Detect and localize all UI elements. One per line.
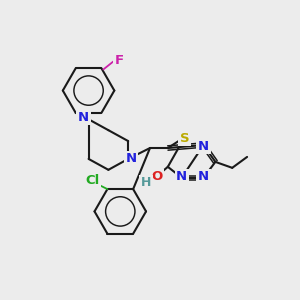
Text: F: F xyxy=(115,54,124,67)
Text: Cl: Cl xyxy=(85,174,100,187)
Text: H: H xyxy=(141,176,151,189)
Text: O: O xyxy=(151,170,163,183)
Text: N: N xyxy=(126,152,137,165)
Text: S: S xyxy=(180,132,190,145)
Text: N: N xyxy=(198,170,209,183)
Text: N: N xyxy=(78,111,89,124)
Text: N: N xyxy=(198,140,209,152)
Text: N: N xyxy=(176,170,187,183)
